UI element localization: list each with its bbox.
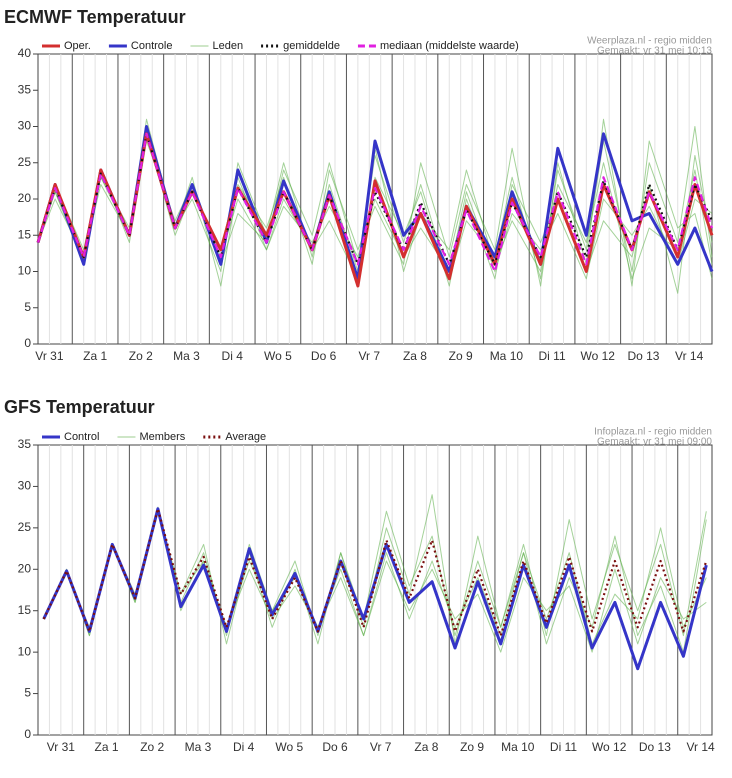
x-tick-label: Zo 2 <box>140 740 164 754</box>
x-tick-label: Vr 7 <box>370 740 392 754</box>
y-tick-label: 15 <box>18 603 32 617</box>
plot-area <box>37 444 713 736</box>
y-tick-label: 30 <box>18 479 32 493</box>
x-tick-label: Vr 7 <box>359 349 381 363</box>
legend-label: Oper. <box>64 40 91 52</box>
y-tick-label: 0 <box>24 336 31 350</box>
x-tick-label: Ma 10 <box>490 349 524 363</box>
legend-label: mediaan (middelste waarde) <box>380 40 519 52</box>
x-tick-label: Za 1 <box>95 740 119 754</box>
chart-title: ECMWF Temperatuur <box>4 7 186 27</box>
x-tick-label: Vr 14 <box>675 349 704 363</box>
legend-label: Members <box>139 431 185 443</box>
y-tick-label: 5 <box>24 300 31 314</box>
x-tick-label: Vr 31 <box>35 349 64 363</box>
y-tick-label: 25 <box>18 155 32 169</box>
source: Infoplaza.nl - regio midden <box>594 427 712 438</box>
x-tick-label: Wo 5 <box>275 740 303 754</box>
x-tick-label: Di 11 <box>550 740 577 754</box>
x-tick-label: Do 13 <box>639 740 671 754</box>
x-tick-label: Zo 9 <box>449 349 473 363</box>
x-tick-label: Di 4 <box>222 349 244 363</box>
created: Gemaakt: vr 31 mei 09:00 <box>597 437 712 448</box>
y-tick-label: 35 <box>18 82 32 96</box>
legend-label: gemiddelde <box>283 40 340 52</box>
legend-label: Leden <box>212 40 243 52</box>
x-tick-label: Ma 10 <box>501 740 535 754</box>
x-tick-label: Za 8 <box>403 349 427 363</box>
series-line <box>36 125 714 281</box>
y-tick-label: 5 <box>24 686 31 700</box>
x-tick-label: Wo 12 <box>592 740 627 754</box>
y-tick-label: 10 <box>18 264 32 278</box>
legend-label: Average <box>225 431 266 443</box>
x-tick-label: Ma 3 <box>185 740 212 754</box>
y-tick-label: 20 <box>18 191 32 205</box>
x-tick-label: Wo 12 <box>581 349 616 363</box>
x-tick-label: Wo 5 <box>264 349 292 363</box>
x-tick-label: Ma 3 <box>173 349 200 363</box>
x-tick-label: Do 13 <box>627 349 659 363</box>
y-tick-label: 10 <box>18 644 32 658</box>
y-tick-label: 40 <box>18 46 32 60</box>
x-tick-label: Do 6 <box>311 349 337 363</box>
y-tick-label: 20 <box>18 561 32 575</box>
y-tick-label: 30 <box>18 119 32 133</box>
x-tick-label: Zo 9 <box>460 740 484 754</box>
chart-title: GFS Temperatuur <box>4 397 155 417</box>
y-tick-label: 25 <box>18 520 32 534</box>
y-tick-label: 35 <box>18 437 32 451</box>
x-tick-label: Di 11 <box>539 349 566 363</box>
x-tick-label: Do 6 <box>322 740 348 754</box>
x-tick-label: Zo 2 <box>129 349 153 363</box>
y-tick-label: 0 <box>24 727 31 741</box>
y-tick-label: 15 <box>18 227 32 241</box>
legend-label: Control <box>64 431 99 443</box>
x-tick-label: Za 8 <box>414 740 438 754</box>
series-line <box>36 132 714 273</box>
x-tick-label: Za 1 <box>83 349 107 363</box>
created: Gemaakt: vr 31 mei 10:13 <box>597 46 712 57</box>
source: Weerplaza.nl - regio midden <box>587 36 712 47</box>
x-tick-label: Di 4 <box>233 740 255 754</box>
legend-label: Controle <box>131 40 173 52</box>
x-tick-label: Vr 14 <box>686 740 715 754</box>
x-tick-label: Vr 31 <box>47 740 76 754</box>
